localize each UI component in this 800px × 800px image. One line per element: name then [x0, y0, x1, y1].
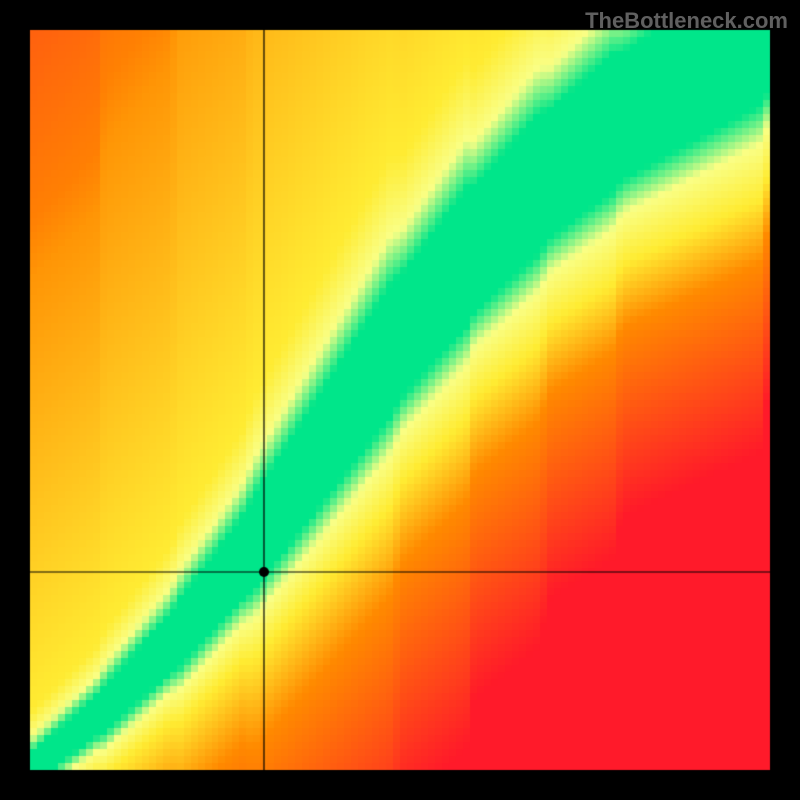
chart-container: TheBottleneck.com [0, 0, 800, 800]
heatmap-canvas [0, 0, 800, 800]
watermark-text: TheBottleneck.com [585, 8, 788, 34]
